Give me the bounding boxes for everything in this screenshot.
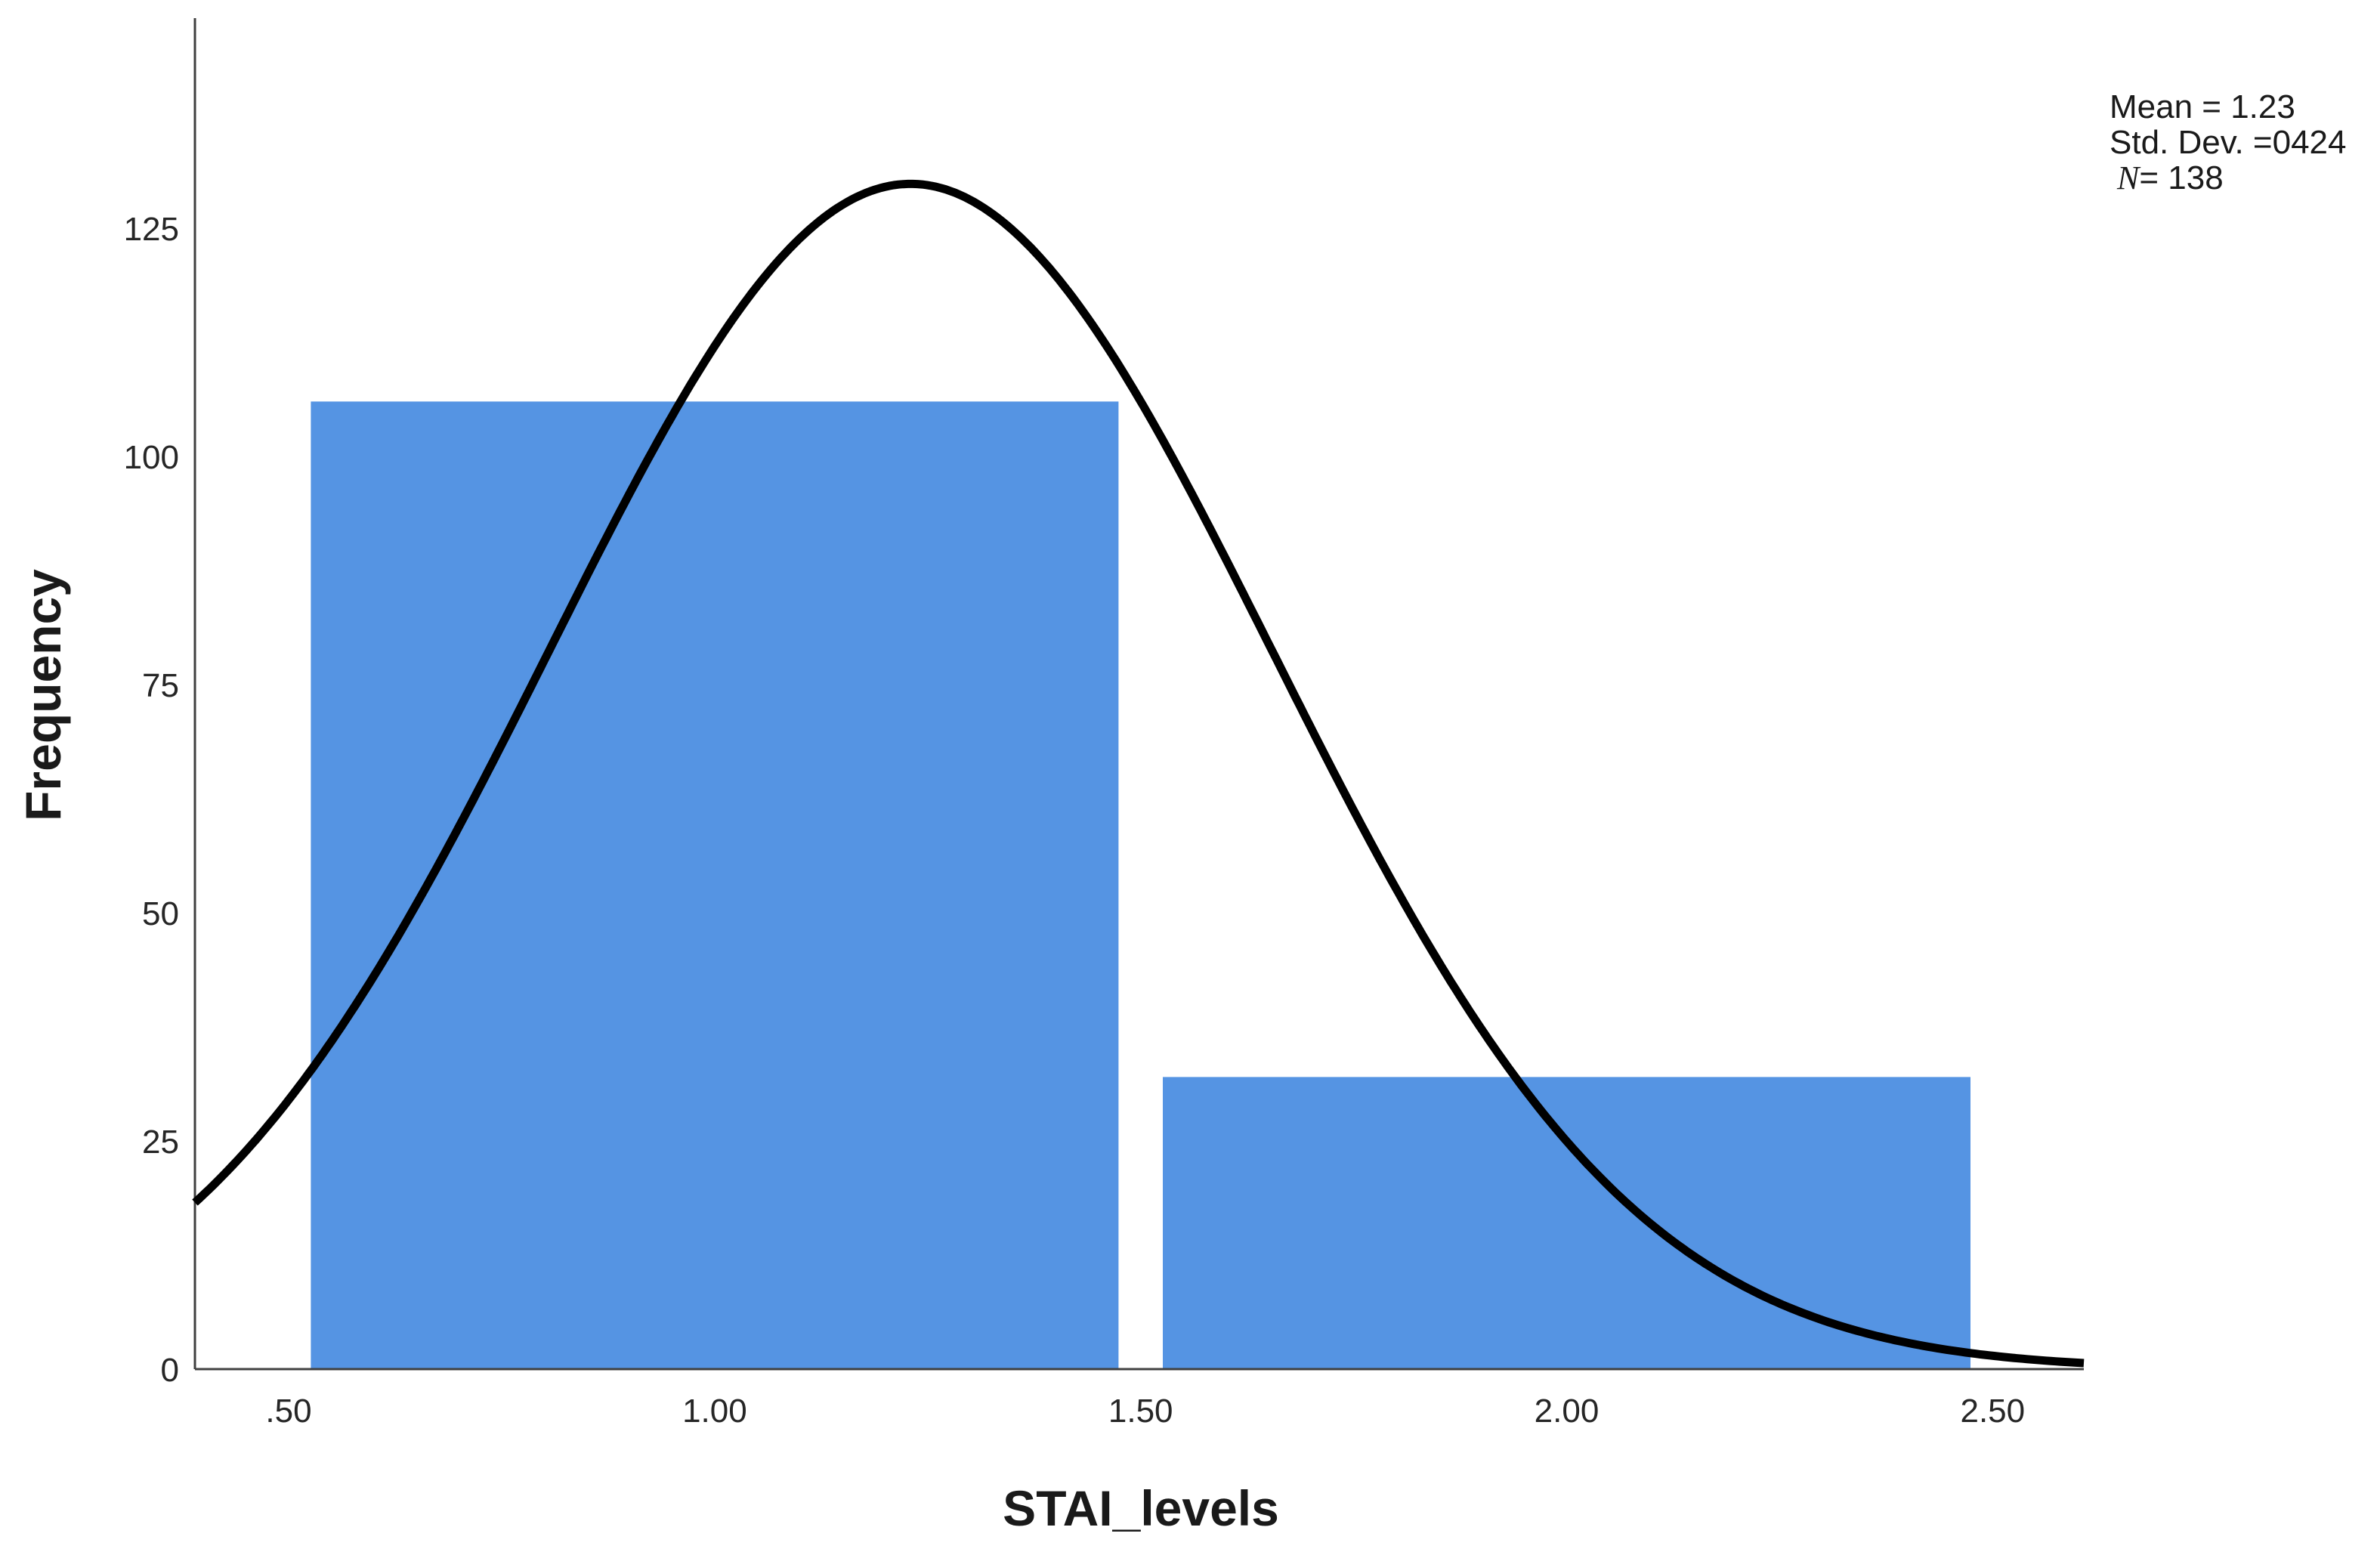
y-tick-label: 50 <box>142 895 179 932</box>
x-tick-label: 1.00 <box>682 1393 747 1430</box>
stats-box: Mean = 1.23 Std. Dev. =0424 N= 138 <box>2110 88 2347 196</box>
axes-layer <box>193 18 2084 1371</box>
x-tick-label: 1.50 <box>1108 1393 1173 1430</box>
n-symbol: N <box>2116 159 2141 196</box>
normal-curve <box>192 179 2085 1368</box>
y-tick-label: 0 <box>161 1352 179 1389</box>
y-tick-label: 100 <box>124 439 179 476</box>
x-tick-label: 2.00 <box>1535 1393 1600 1430</box>
x-tick-labels: .50 1.00 1.50 2.00 2.50 <box>265 1393 2025 1430</box>
stats-std-dev: Std. Dev. =0424 <box>2110 124 2347 161</box>
y-tick-labels: 0 25 50 75 100 125 <box>124 211 179 1389</box>
n-value: = 138 <box>2139 159 2223 196</box>
histogram-bar <box>311 401 1119 1369</box>
x-tick-label: 2.50 <box>1960 1393 2025 1430</box>
y-axis-title: Frequency <box>15 569 71 821</box>
stats-mean: Mean = 1.23 <box>2110 88 2295 125</box>
x-axis-title: STAI_levels <box>1003 1480 1279 1536</box>
y-tick-label: 25 <box>142 1124 179 1161</box>
bars-layer <box>311 401 1970 1369</box>
y-tick-label: 75 <box>142 667 179 704</box>
x-tick-label: .50 <box>265 1393 311 1430</box>
curve-layer <box>192 179 2085 1368</box>
y-tick-label: 125 <box>124 211 179 248</box>
stats-n: N= 138 <box>2116 159 2224 196</box>
